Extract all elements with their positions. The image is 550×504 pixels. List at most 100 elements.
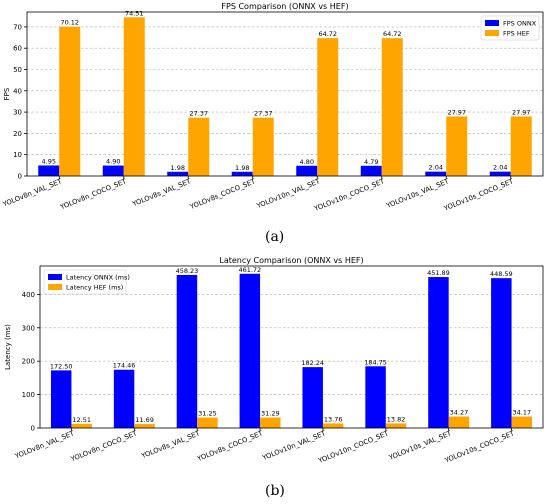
latency-bar-hef <box>511 416 533 428</box>
fps-bar-onnx <box>102 165 124 176</box>
fps-bar-onnx <box>38 165 60 176</box>
latency-y-tick-label: 0 <box>31 425 35 433</box>
fps-x-tick-label: YOLOv8n_VAL_SET <box>1 177 64 209</box>
latency-bar-hef <box>385 423 407 428</box>
subfigure-caption-a: (a) <box>265 229 285 245</box>
fps-x-tick-label: YOLOv10s_VAL_SET <box>384 177 450 210</box>
latency-bar-hef <box>260 417 281 428</box>
fps-data-label: 4.79 <box>364 158 378 166</box>
latency-data-label: 34.27 <box>450 409 469 417</box>
fps-bar-onnx <box>360 165 382 176</box>
fps-data-label: 27.37 <box>189 110 208 118</box>
latency-data-label: 451.89 <box>427 269 450 277</box>
subfigure-caption-b: (b) <box>265 483 285 499</box>
latency-data-label: 174.46 <box>113 362 136 370</box>
latency-legend-box <box>43 269 127 295</box>
latency-legend-swatch <box>48 274 62 280</box>
latency-bar-hef <box>448 416 470 428</box>
latency-data-label: 31.25 <box>198 410 217 418</box>
fps-bar-onnx <box>296 165 318 176</box>
fps-x-tick-label: YOLOv8s_COCO_SET <box>188 177 257 211</box>
latency-bar-onnx <box>428 277 449 428</box>
fps-bar-onnx <box>167 171 189 176</box>
fps-legend-swatch <box>485 20 499 26</box>
latency-chart-title: Latency Comparison (ONNX vs HEF) <box>219 256 363 265</box>
fps-data-label: 1.98 <box>235 164 249 172</box>
fps-y-tick-label: 60 <box>13 45 22 53</box>
fps-bar-hef <box>381 38 403 177</box>
latency-data-label: 448.59 <box>490 270 513 278</box>
latency-data-label: 34.17 <box>512 409 531 417</box>
fps-data-label: 1.98 <box>171 164 185 172</box>
fps-y-tick-label: 50 <box>13 66 22 74</box>
latency-x-tick-label: YOLOv8s_VAL_SET <box>139 429 201 460</box>
fps-data-label: 70.12 <box>60 19 79 27</box>
fps-legend-swatch <box>485 30 499 36</box>
latency-chart: 0 100 200 300 400 172.50 174.46 458.23 461.72 182… <box>4 256 544 465</box>
fps-y-tick-label: 20 <box>13 130 22 138</box>
latency-bar-hef <box>71 423 92 428</box>
latency-data-label: 13.76 <box>324 415 343 423</box>
fps-data-label: 74.51 <box>125 9 144 17</box>
latency-bar-onnx <box>491 278 512 428</box>
latency-x-tick-label: YOLOv10n_COCO_SET <box>316 429 390 465</box>
fps-y-tick-label: 0 <box>18 173 22 181</box>
fps-data-label: 64.72 <box>383 30 402 38</box>
latency-bar-hef <box>322 423 344 428</box>
latency-bar-hef <box>197 417 218 428</box>
latency-bar-onnx <box>50 370 72 428</box>
latency-data-label: 184.75 <box>364 358 387 366</box>
fps-bar-hef <box>252 117 274 176</box>
latency-data-label: 458.23 <box>176 267 199 275</box>
fps-data-label: 4.95 <box>42 157 56 165</box>
fps-legend: FPS ONNX FPS HEF <box>480 15 540 41</box>
fps-y-tick-label: 70 <box>13 23 22 31</box>
latency-y-tick-label: 100 <box>22 391 35 399</box>
fps-x-tick-label: YOLOv10n_COCO_SET <box>312 177 386 213</box>
fps-bar-onnx <box>231 171 253 176</box>
fps-data-label: 4.80 <box>300 158 314 166</box>
latency-y-tick-label: 400 <box>22 291 35 299</box>
fps-y-tick-label: 40 <box>13 87 22 95</box>
latency-legend-swatch <box>48 284 62 290</box>
latency-x-tick-label: YOLOv8s_COCO_SET <box>195 429 264 463</box>
fps-bar-onnx <box>425 171 447 176</box>
fps-chart-title: FPS Comparison (ONNX vs HEF) <box>221 2 348 11</box>
latency-bar-onnx <box>113 369 135 428</box>
fps-y-axis-label: FPS <box>3 87 11 100</box>
latency-data-label: 182.24 <box>301 359 324 367</box>
fps-bar-hef <box>59 26 81 177</box>
fps-y-tick-label: 30 <box>13 109 22 117</box>
fps-bar-hef <box>188 117 210 176</box>
fps-x-tick-label: YOLOv10s_COCO_SET <box>442 177 515 213</box>
fps-bar-hef <box>317 38 339 177</box>
latency-data-label: 172.50 <box>50 362 73 370</box>
latency-y-tick-label: 200 <box>22 358 35 366</box>
fps-legend-label: FPS HEF <box>503 30 530 38</box>
latency-data-label: 12.51 <box>72 416 91 424</box>
latency-plot-frame <box>39 265 544 429</box>
latency-x-tick-label: YOLOv8n_VAL_SET <box>13 429 76 461</box>
latency-legend-label: Latency HEF (ms) <box>66 284 123 292</box>
fps-y-tick-label: 10 <box>13 151 22 159</box>
fps-plot-frame <box>26 11 544 177</box>
fps-bar-hef <box>123 17 145 177</box>
fps-data-label: 27.97 <box>512 108 531 116</box>
fps-x-tick-label: YOLOv10n_VAL_SET <box>255 177 322 210</box>
fps-data-label: 27.37 <box>254 110 273 118</box>
latency-x-tick-label: YOLOv8n_COCO_SET <box>69 429 139 463</box>
latency-bar-onnx <box>176 274 198 428</box>
fps-bar-hef <box>510 116 532 176</box>
latency-data-label: 13.82 <box>387 415 406 423</box>
fps-data-label: 64.72 <box>318 30 337 38</box>
latency-y-axis-label: Latency (ms) <box>4 324 12 370</box>
fps-bar-hef <box>446 116 468 176</box>
latency-data-label: 11.69 <box>135 416 154 424</box>
latency-legend: Latency ONNX (ms) Latency HEF (ms) <box>43 269 130 295</box>
latency-bar-onnx <box>302 367 323 428</box>
fps-x-tick-label: YOLOv8n_COCO_SET <box>58 177 128 211</box>
fps-data-label: 2.04 <box>429 164 443 172</box>
latency-x-tick-label: YOLOv10s_COCO_SET <box>443 429 516 465</box>
fps-data-label: 2.04 <box>493 164 507 172</box>
